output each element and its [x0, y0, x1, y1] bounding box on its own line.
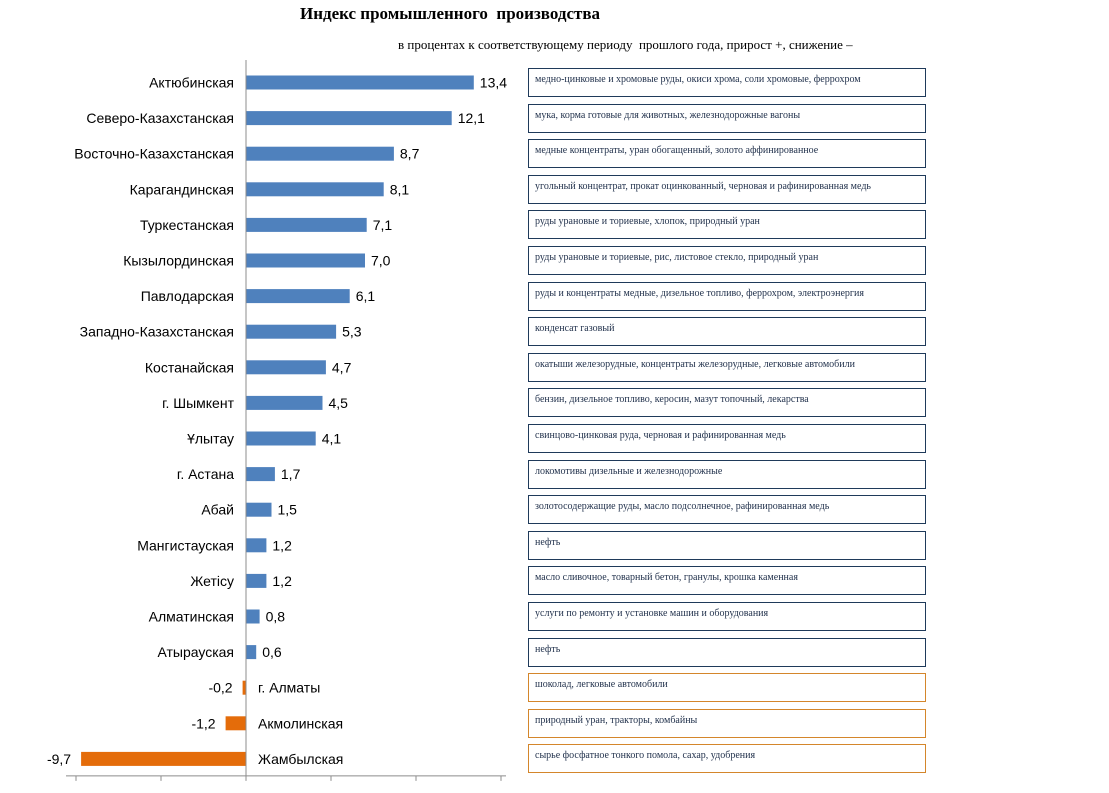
bar: [246, 289, 350, 304]
value-label: 1,5: [278, 502, 298, 518]
bar: [246, 645, 257, 660]
category-label: Костанайская: [145, 359, 234, 375]
note-box: руды урановые и ториевые, хлопок, природ…: [528, 210, 926, 240]
bar: [225, 716, 246, 731]
note-box: конденсат газовый: [528, 317, 926, 347]
note-box: медно-цинковые и хромовые руды, окиси хр…: [528, 68, 926, 97]
note-box: свинцово-цинковая руда, черновая и рафин…: [528, 424, 926, 453]
note-box: бензин, дизельное топливо, керосин, мазу…: [528, 388, 926, 418]
value-label: 5,3: [342, 324, 362, 340]
chart-subtitle: в процентах к соответствующему периоду п…: [398, 37, 853, 52]
value-label: 1,2: [272, 573, 292, 589]
category-label: Акмолинская: [258, 715, 343, 731]
note-box: масло сливочное, товарный бетон, гранулы…: [528, 566, 926, 596]
value-label: 12,1: [458, 110, 485, 126]
bar-chart: Актюбинская 13,4 Северо-Казахстанская 12,1 В…: [47, 60, 507, 781]
bar: [81, 751, 246, 766]
note-box: окатыши железорудные, концентраты железо…: [528, 352, 926, 382]
value-label: -0,2: [208, 680, 232, 696]
category-label: Мангистауская: [137, 537, 234, 553]
bar: [246, 146, 394, 161]
value-label: 8,7: [400, 146, 420, 162]
bar: [246, 467, 275, 482]
value-label: 4,7: [332, 359, 352, 375]
category-label: Абай: [201, 502, 234, 518]
category-label: Актюбинская: [149, 75, 234, 91]
note-box: руды урановые и ториевые, рис, листовое …: [528, 246, 926, 275]
category-label: г. Шымкент: [162, 395, 234, 411]
category-label: Павлодарская: [141, 288, 234, 304]
value-label: -9,7: [47, 751, 71, 767]
category-label: г. Астана: [177, 466, 234, 482]
note-box: нефть: [528, 530, 926, 560]
bar: [246, 573, 267, 588]
bar: [246, 360, 326, 375]
note-box: сырье фосфатное тонкого помола, сахар, у…: [528, 744, 926, 774]
note-box: локомотивы дизельные и железнодорожные: [528, 459, 926, 489]
category-label: Жетісу: [190, 573, 234, 589]
category-label: Атырауская: [157, 644, 234, 660]
value-label: 13,4: [480, 75, 507, 91]
category-label: г. Алматы: [258, 680, 320, 696]
note-box: нефть: [528, 637, 926, 667]
bar: [246, 538, 267, 553]
value-label: 0,6: [262, 644, 282, 660]
chart-title: Индекс промышленного производства: [299, 4, 601, 23]
value-label: 8,1: [390, 181, 410, 197]
category-label: Ұлытау: [187, 431, 234, 447]
value-label: -1,2: [191, 715, 215, 731]
bar: [246, 182, 384, 197]
bar: [242, 680, 246, 695]
bar: [246, 431, 316, 446]
bar: [246, 609, 260, 624]
category-label: Северо-Казахстанская: [86, 110, 234, 126]
value-label: 7,0: [371, 253, 391, 269]
note-box: медные концентраты, уран обогащенный, зо…: [528, 139, 926, 169]
value-label: 4,1: [322, 431, 342, 447]
category-label: Жамбылская: [258, 751, 343, 767]
bar: [246, 111, 452, 126]
category-label: Туркестанская: [140, 217, 234, 233]
bar: [246, 75, 474, 90]
bar: [246, 395, 323, 410]
note-box: природный уран, тракторы, комбайны: [528, 708, 926, 738]
category-label: Западно-Казахстанская: [80, 324, 234, 340]
bars-group: Актюбинская 13,4 Северо-Казахстанская 12,1 В…: [47, 75, 507, 767]
note-box: золотосодержащие руды, масло подсолнечно…: [528, 495, 926, 525]
note-box: шоколад, легковые автомобили: [528, 673, 926, 703]
value-label: 7,1: [373, 217, 393, 233]
value-label: 1,7: [281, 466, 301, 482]
category-label: Кызылординская: [123, 253, 234, 269]
value-label: 6,1: [356, 288, 376, 304]
category-label: Карагандинская: [130, 181, 234, 197]
value-label: 1,2: [272, 537, 292, 553]
axes-group: [66, 60, 506, 781]
note-box: мука, корма готовые для животных, железн…: [528, 103, 926, 133]
bar: [246, 253, 365, 268]
category-label: Восточно-Казахстанская: [74, 146, 234, 162]
note-box: угольный концентрат, прокат оцинкованный…: [528, 174, 926, 204]
note-box: руды и концентраты медные, дизельное топ…: [528, 281, 926, 311]
category-label: Алматинская: [149, 609, 234, 625]
value-label: 4,5: [329, 395, 349, 411]
value-label: 0,8: [266, 609, 286, 625]
note-box: услуги по ремонту и установке машин и об…: [528, 602, 926, 631]
bar: [246, 502, 272, 517]
bar: [246, 324, 337, 339]
bar: [246, 217, 367, 232]
